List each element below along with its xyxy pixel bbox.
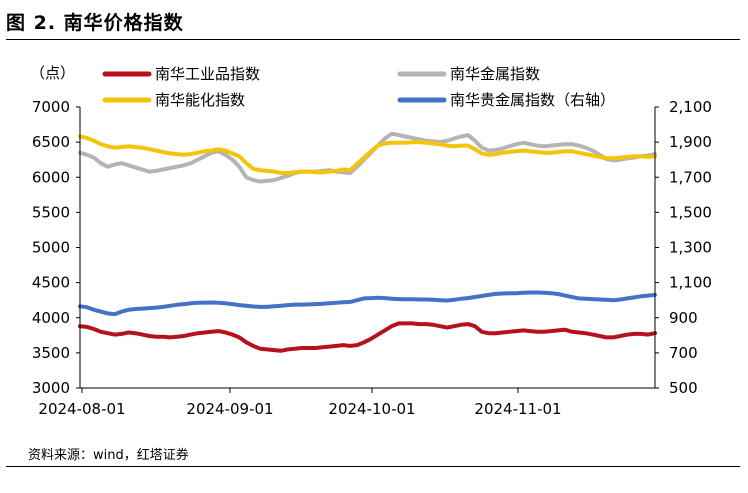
y-right-tick-label: 1,500 [669,203,712,221]
y-left-tick-label: 7000 [32,98,70,116]
y-left-tick-label: 5000 [32,239,70,257]
y-right-tick-label: 900 [669,309,698,327]
y-right-tick-label: 2,100 [669,98,712,116]
y-left-tick-label: 3500 [32,344,70,362]
series-line-0 [78,321,657,353]
y-left-tick-label: 4000 [32,309,70,327]
series-line-2 [78,134,657,175]
y-left-tick-label: 3000 [32,379,70,397]
y-right-tick-label: 500 [669,379,698,397]
y-axis-left: 3000 3500 4000 4500 5000 5500 6000 6500 7000 [32,98,80,397]
y-right-tick-label: 1,100 [669,274,712,292]
legend-label-3: 南华贵金属指数（右轴） [450,91,615,109]
y-left-tick-label: 5500 [32,203,70,221]
y-axis-right: 500 700 900 1,100 1,300 1,500 1,700 1,900 2,100 [655,98,712,397]
legend-label-1: 南华金属指数 [450,65,540,83]
y-right-tick-label: 1,700 [669,168,712,186]
x-tick-label: 2024-09-01 [186,400,273,418]
x-tick-label: 2024-10-01 [328,400,415,418]
series-line-3 [78,290,657,317]
x-axis: 2024-08-01 2024-09-01 2024-10-01 2024-11-01 [38,388,562,418]
series-line-1 [78,131,657,184]
legend-label-0: 南华工业品指数 [155,65,260,83]
legend-label-2: 南华能化指数 [155,91,245,109]
y-left-tick-label: 4500 [32,274,70,292]
y-right-tick-label: 700 [669,344,698,362]
top-rule [6,39,740,40]
page-title: 图 2. 南华价格指数 [6,12,184,34]
source-note: 资料来源：wind，红塔证券 [28,448,189,463]
unit-label: （点） [30,64,75,82]
y-right-tick-label: 1,300 [669,239,712,257]
x-tick-label: 2024-11-01 [474,400,561,418]
series-lines [78,131,657,353]
bottom-rule [6,466,740,467]
x-tick-label: 2024-08-01 [38,400,125,418]
y-left-tick-label: 6000 [32,168,70,186]
y-left-tick-label: 6500 [32,133,70,151]
y-right-tick-label: 1,900 [669,133,712,151]
